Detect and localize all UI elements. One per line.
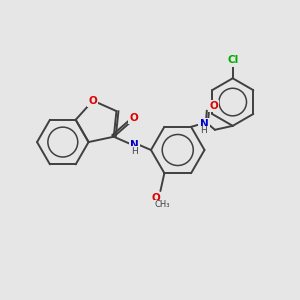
Text: H: H bbox=[201, 126, 207, 135]
Text: O: O bbox=[129, 113, 138, 123]
Text: O: O bbox=[88, 96, 97, 106]
Text: N: N bbox=[130, 140, 139, 150]
Text: N: N bbox=[200, 119, 208, 129]
Text: H: H bbox=[131, 147, 138, 156]
Text: Cl: Cl bbox=[227, 56, 238, 65]
Text: CH₃: CH₃ bbox=[154, 200, 170, 209]
Text: O: O bbox=[209, 101, 218, 111]
Text: O: O bbox=[151, 193, 160, 203]
